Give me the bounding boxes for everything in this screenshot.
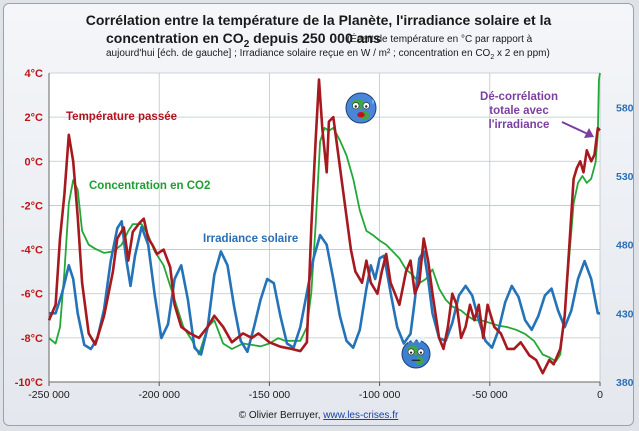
earth-cold-icon-pupil-left: [409, 351, 413, 354]
series-line-temperature: [47, 78, 601, 375]
credit-text: © Olivier Berruyer,: [238, 410, 324, 421]
chart-title-line1: Corrélation entre la température de la P…: [85, 12, 552, 28]
chart-svg: 4°C 2°C 0°C -2°C -4°C -6°C -8°C -10°C-250 000 -2…: [15, 68, 634, 401]
axes-group: 4°C 2°C 0°C -2°C -4°C -6°C -8°C -10°C-250 000 -2…: [15, 68, 634, 401]
earth-hot-icon-pupil-right: [365, 105, 368, 108]
note2-text-b: x 2 en ppm): [494, 48, 550, 59]
y-left-tick-label: -6°C: [21, 289, 43, 301]
y-left-tick-label: 4°C: [25, 68, 44, 80]
annotation-line: Dé-corrélation: [480, 91, 558, 103]
y-right-tick-label: 430: [616, 308, 634, 320]
earth-cold-icon: [401, 335, 431, 369]
y-right-tick-label: 480: [616, 240, 634, 252]
earth-hot-icon-sweat-drop: [371, 99, 375, 105]
x-tick-label: -200 000: [138, 389, 180, 401]
y-left-tick-label: -2°C: [21, 200, 43, 212]
annotation-arrow-head: [584, 128, 594, 138]
y-left-tick-label: -10°C: [15, 377, 43, 389]
x-tick-label: -250 000: [28, 389, 70, 401]
series-label: Concentration en CO2: [89, 180, 210, 192]
credit-link[interactable]: www.les-crises.fr: [323, 410, 399, 421]
x-tick-label: -150 000: [249, 389, 291, 401]
grid-group: [48, 72, 601, 383]
annotation-line: totale avec: [489, 105, 549, 117]
series-label: Irradiance solaire: [203, 233, 298, 245]
earth-cold-icon-land2: [416, 356, 425, 365]
earth-hot-icon-mouth: [357, 112, 365, 118]
title-line2-subscript: 2: [243, 38, 250, 50]
annotation-line: l'irradiance: [489, 119, 550, 131]
series-group: [47, 72, 601, 375]
chart-note-line1: (Écart de température en °C par rapport …: [347, 34, 533, 45]
chart-title-line2: concentration en CO2 depuis 250 000 ans: [106, 30, 381, 50]
earth-hot-icon-pupil-left: [354, 105, 357, 108]
note2-text-a: aujourd'hui [éch. de gauche] ; Irradianc…: [106, 48, 491, 59]
y-right-tick-label: 580: [616, 102, 634, 114]
earth-hot-icon: [345, 92, 377, 124]
chart-note-line2: aujourd'hui [éch. de gauche] ; Irradianc…: [106, 48, 550, 61]
decor-group: [345, 92, 431, 369]
earth-cold-icon-ice-cap: [406, 335, 427, 344]
y-left-tick-label: 0°C: [25, 156, 44, 168]
earth-cold-icon-pupil-right: [419, 351, 423, 354]
y-right-tick-label: 530: [616, 171, 634, 183]
title-line2-rest: depuis 250 000 ans: [249, 30, 381, 46]
annotation-arrow-shaft: [561, 121, 591, 136]
x-tick-label: -100 000: [359, 389, 401, 401]
credit-line: © Olivier Berruyer, www.les-crises.fr: [4, 410, 633, 421]
series-line-irradiance: [49, 220, 600, 356]
y-left-tick-label: -4°C: [21, 245, 43, 257]
x-tick-label: 0: [597, 389, 603, 401]
x-tick-label: -50 000: [472, 389, 508, 401]
y-left-tick-label: 2°C: [25, 112, 44, 124]
labels-group: Température passée Concentration en CO2 Ir…: [66, 91, 594, 245]
note2-subscript: 2: [490, 54, 495, 61]
title-line2-main: concentration en CO: [106, 30, 244, 46]
y-right-tick-label: 380: [616, 377, 634, 389]
series-label: Température passée: [66, 111, 177, 123]
chart-frame: Corrélation entre la température de la P…: [3, 3, 634, 426]
y-left-tick-label: -8°C: [21, 333, 43, 345]
